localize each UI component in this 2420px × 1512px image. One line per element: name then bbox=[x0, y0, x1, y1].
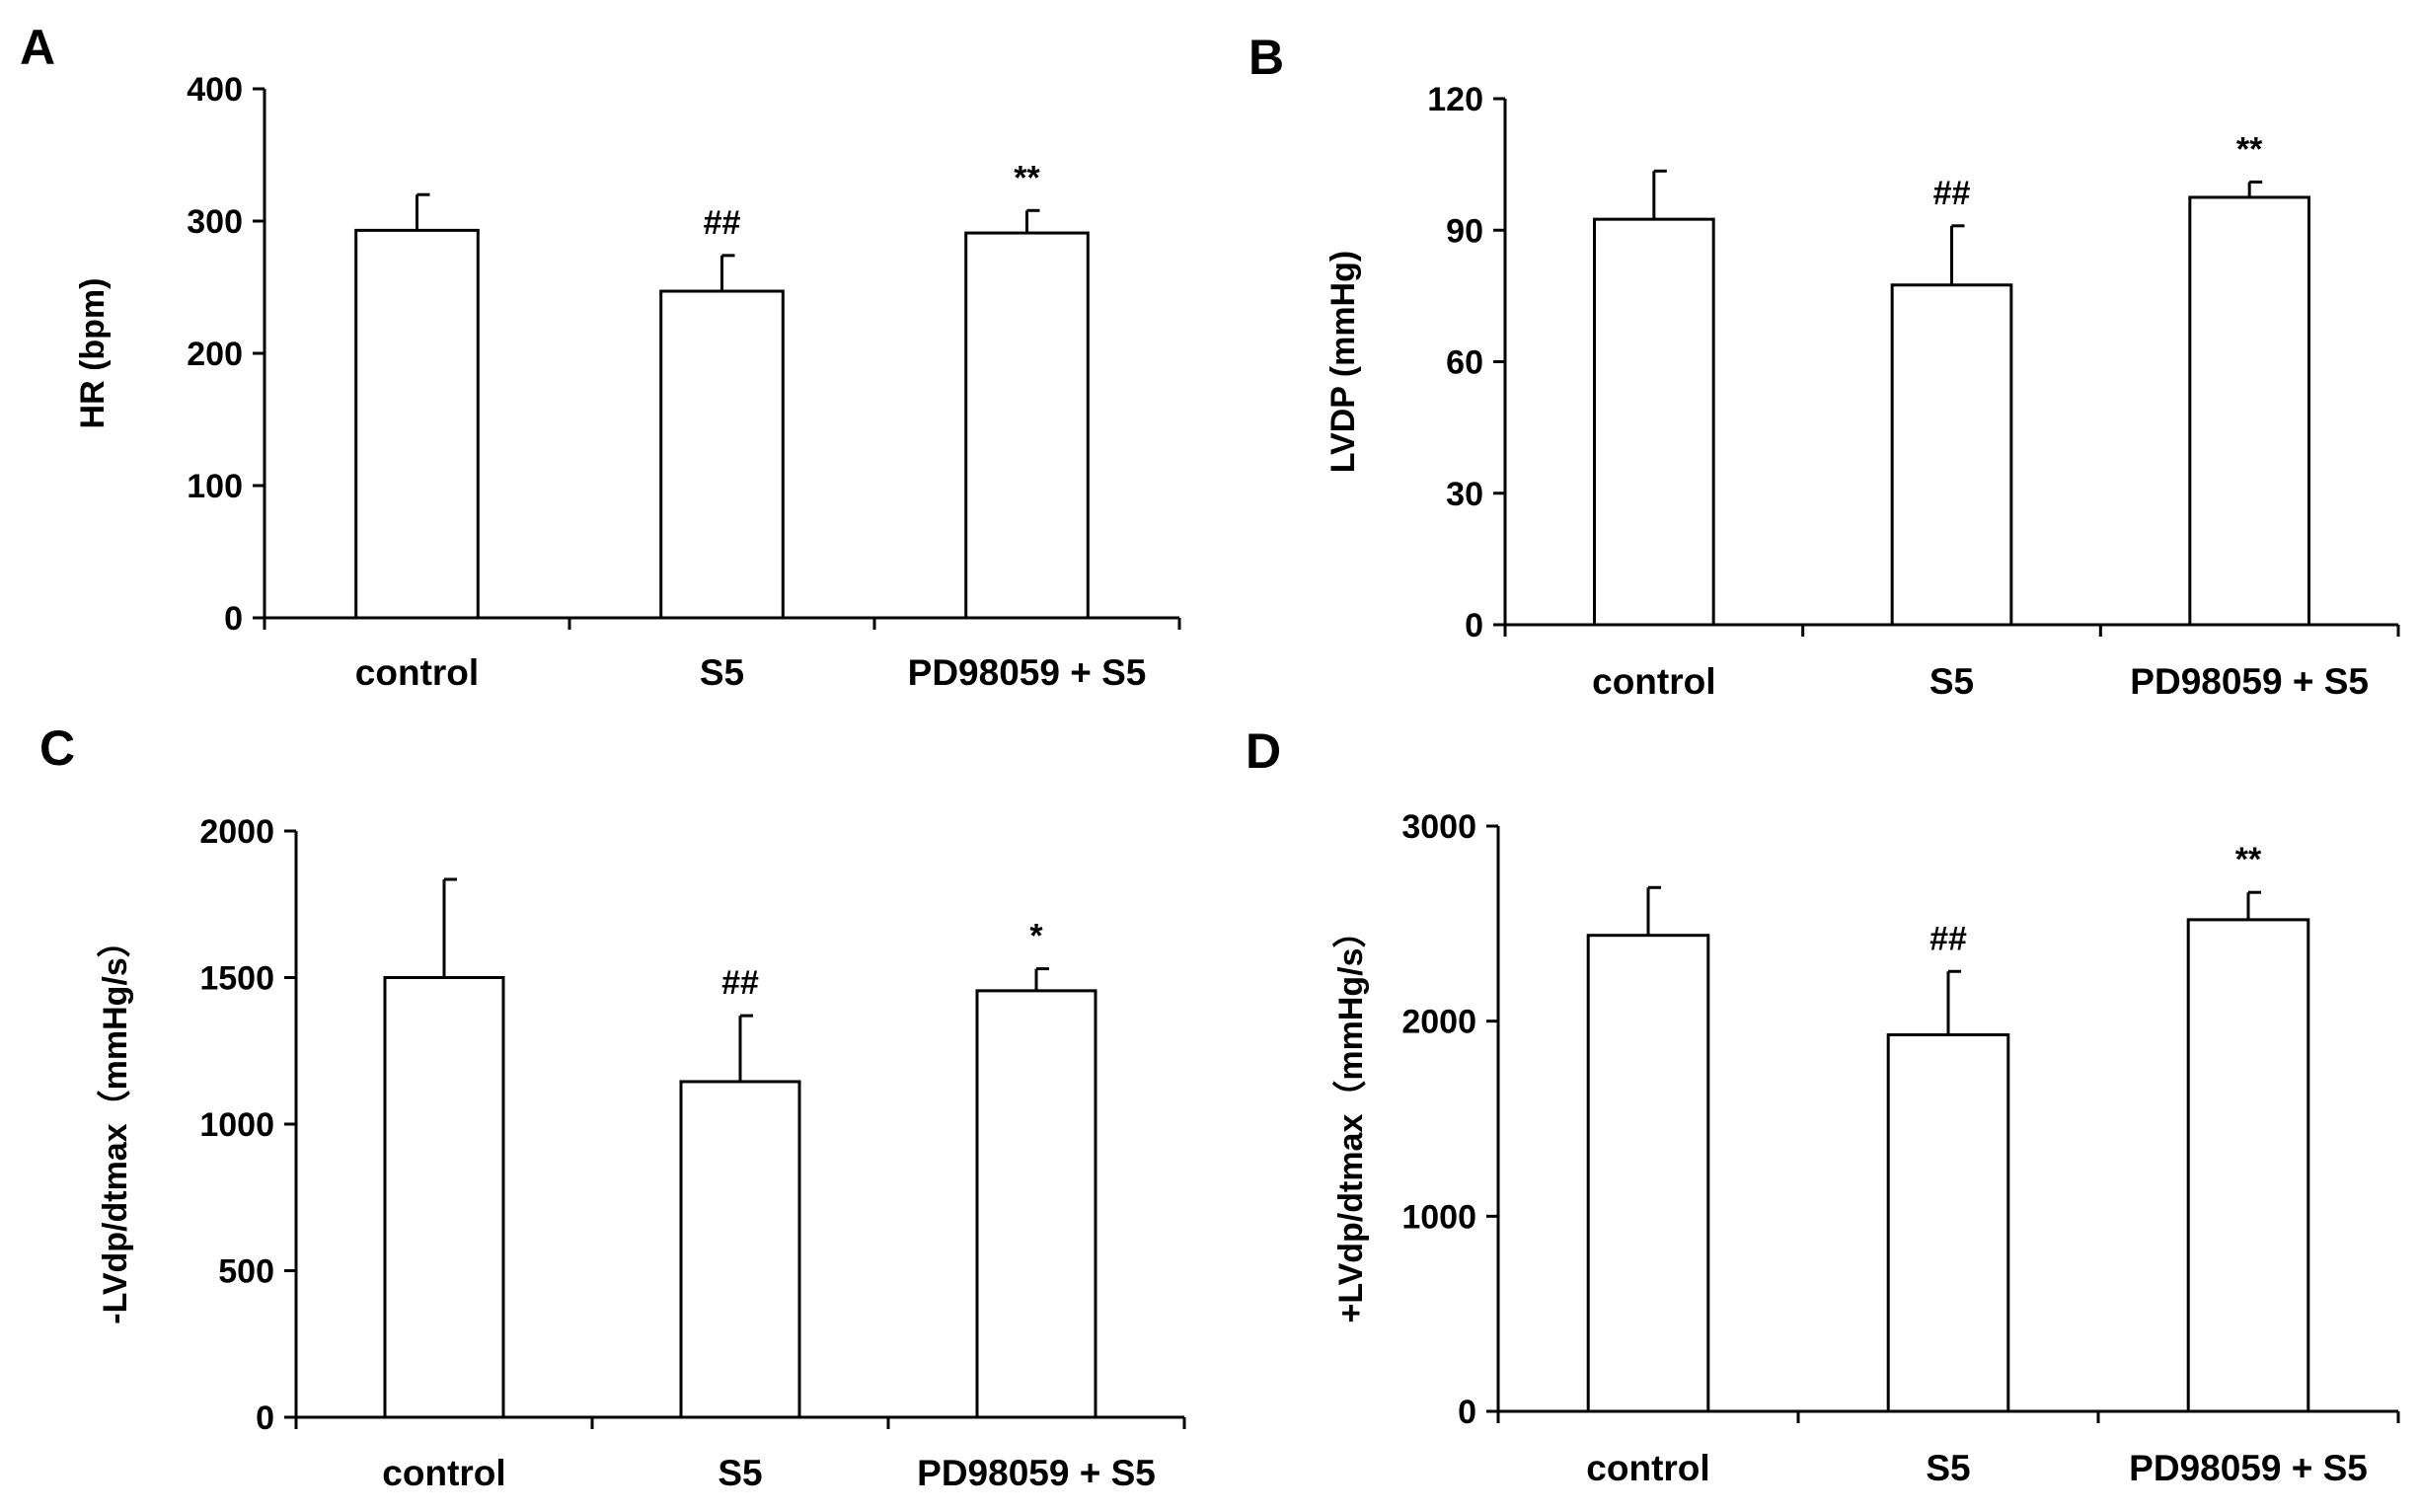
category-label: control bbox=[1586, 1448, 1709, 1488]
y-tick-label: 400 bbox=[187, 71, 243, 109]
chart-panel-d: D 0 1000 2000 3000 control ## S5 ** PD98059 + S5 +… bbox=[1246, 723, 2400, 1488]
category-label: control bbox=[1592, 661, 1715, 702]
y-tick-label: 90 bbox=[1446, 212, 1483, 250]
category-label: control bbox=[355, 652, 479, 693]
y-axis-title: -LVdp/dtmax（mmHg/s） bbox=[96, 924, 134, 1324]
category-label: PD98059 + S5 bbox=[2130, 661, 2369, 702]
chart-panel-c: C 0 500 1000 1500 2000 control ## S5 * PD98059 + S… bbox=[39, 720, 1186, 1493]
y-tick-label: 3000 bbox=[1401, 808, 1476, 846]
bar-s5 bbox=[679, 1080, 801, 1419]
y-tick-label: 0 bbox=[1465, 607, 1483, 644]
significance-label: * bbox=[1029, 918, 1043, 955]
chart-panel-a: A 0 100 200 300 400 control ## S5 ** PD98059 + S5 H… bbox=[20, 20, 1181, 693]
y-tick-label: 100 bbox=[187, 468, 243, 505]
y-tick-label: 2000 bbox=[1401, 1004, 1476, 1041]
bar-pd98059-s5 bbox=[975, 989, 1097, 1419]
significance-label: ## bbox=[1929, 920, 1967, 957]
bar-pd98059-s5 bbox=[964, 231, 1090, 620]
bar-s5 bbox=[1890, 283, 2013, 627]
significance-label: ** bbox=[2235, 841, 2262, 878]
panel-letter: B bbox=[1248, 30, 1284, 85]
y-tick-label: 1500 bbox=[199, 960, 274, 998]
bar-pd98059-s5 bbox=[2186, 918, 2310, 1413]
category-label: S5 bbox=[1926, 1448, 1970, 1488]
y-tick-label: 300 bbox=[187, 203, 243, 241]
y-tick-label: 1000 bbox=[1401, 1198, 1476, 1236]
bar-control bbox=[354, 228, 480, 620]
bar-pd98059-s5 bbox=[2188, 195, 2310, 627]
significance-label: ## bbox=[1933, 175, 1971, 212]
category-label: PD98059 + S5 bbox=[2129, 1448, 2368, 1488]
chart-panel-b: B 0 30 60 90 120 control ## S5 ** PD98059 + S5 LVDP… bbox=[1248, 30, 2400, 702]
category-label: PD98059 + S5 bbox=[917, 1453, 1156, 1493]
y-axis-title: HR (bpm) bbox=[74, 278, 112, 429]
significance-label: ## bbox=[721, 964, 759, 1002]
y-tick-label: 0 bbox=[256, 1399, 274, 1437]
y-tick-label: 0 bbox=[224, 600, 243, 638]
category-label: PD98059 + S5 bbox=[908, 652, 1147, 693]
bar-s5 bbox=[659, 289, 785, 620]
category-label: S5 bbox=[1929, 661, 1974, 702]
y-axis-title: +LVdp/dtmax（mmHg/s） bbox=[1331, 914, 1370, 1323]
category-label: S5 bbox=[718, 1453, 762, 1493]
significance-label: ** bbox=[1014, 159, 1040, 196]
bar-control bbox=[383, 976, 505, 1419]
bar-control bbox=[1586, 934, 1710, 1413]
significance-label: ## bbox=[704, 204, 741, 242]
significance-label: ** bbox=[2236, 130, 2263, 168]
bar-control bbox=[1593, 217, 1715, 627]
panel-letter: D bbox=[1246, 723, 1281, 779]
y-tick-label: 0 bbox=[1458, 1394, 1476, 1431]
y-tick-label: 30 bbox=[1446, 476, 1483, 513]
y-tick-label: 2000 bbox=[199, 813, 274, 851]
bar-s5 bbox=[1886, 1033, 2010, 1413]
panel-letter: A bbox=[20, 20, 55, 75]
y-tick-label: 120 bbox=[1427, 81, 1483, 118]
panel-letter: C bbox=[39, 720, 75, 776]
y-tick-label: 500 bbox=[218, 1253, 274, 1291]
y-tick-label: 60 bbox=[1446, 344, 1483, 382]
category-label: control bbox=[382, 1453, 505, 1493]
y-tick-label: 1000 bbox=[199, 1106, 274, 1144]
y-tick-label: 200 bbox=[187, 336, 243, 373]
y-axis-title: LVDP (mmHg) bbox=[1324, 251, 1362, 473]
category-label: S5 bbox=[700, 652, 744, 693]
